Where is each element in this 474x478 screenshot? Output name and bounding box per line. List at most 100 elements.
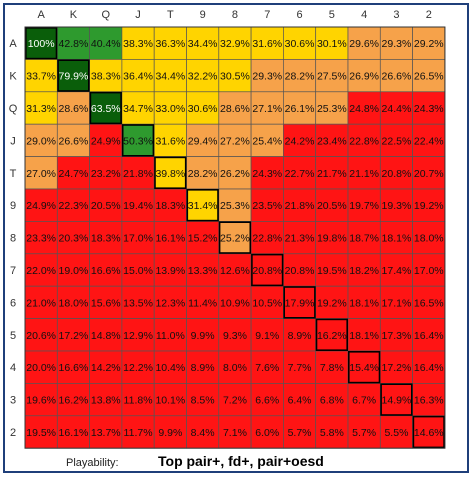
heatmap-cell — [347, 285, 381, 319]
cell-value: 12.2% — [123, 362, 153, 374]
pair-cell-border — [154, 156, 187, 189]
row-label-9: 9 — [10, 200, 16, 212]
heatmap-cell — [218, 188, 252, 222]
pair-cell-border — [57, 59, 90, 92]
row-label-5: 5 — [10, 330, 16, 342]
cell-value: 7.7% — [288, 362, 312, 374]
heatmap-cell — [412, 59, 446, 93]
cell-value: 25.4% — [252, 135, 282, 147]
heatmap-cell — [412, 188, 446, 222]
cell-value: 14.6% — [414, 427, 444, 439]
cell-value: 24.3% — [414, 103, 444, 115]
heatmap-cell — [121, 59, 155, 93]
heatmap-cell — [283, 91, 317, 125]
heatmap-cell — [412, 383, 446, 417]
heatmap-cell — [379, 188, 413, 222]
cell-value: 29.2% — [414, 38, 444, 50]
cell-value: 21.7% — [317, 168, 347, 180]
heatmap-cell — [121, 253, 155, 287]
heatmap-cell — [347, 253, 381, 287]
cell-value: 6.8% — [320, 395, 344, 407]
heatmap-cell — [379, 91, 413, 125]
cell-value: 23.5% — [252, 200, 282, 212]
heatmap-cell — [283, 26, 317, 60]
row-label-7: 7 — [10, 265, 16, 277]
cell-value: 23.3% — [26, 233, 56, 245]
cell-value: 30.6% — [285, 38, 315, 50]
heatmap-cell — [218, 383, 252, 417]
cell-value: 31.6% — [252, 38, 282, 50]
cell-value: 24.2% — [285, 135, 315, 147]
heatmap-cell — [218, 59, 252, 93]
heatmap-cell — [186, 383, 220, 417]
cell-value: 9.1% — [255, 330, 279, 342]
column-label-5: 5 — [329, 9, 335, 21]
column-label-2: 2 — [426, 9, 432, 21]
cell-value: 30.5% — [220, 71, 250, 83]
heatmap-cell — [24, 383, 58, 417]
heatmap-cell — [56, 91, 90, 125]
cell-value: 10.1% — [155, 395, 185, 407]
heatmap-cell — [24, 156, 58, 190]
heatmap-cell — [186, 318, 220, 352]
cell-value: 12.9% — [123, 330, 153, 342]
cell-value: 17.9% — [285, 297, 315, 309]
cell-value: 17.3% — [382, 330, 412, 342]
cell-value: 18.1% — [382, 233, 412, 245]
cell-value: 15.6% — [91, 297, 121, 309]
cell-value: 7.1% — [223, 427, 247, 439]
cell-value: 18.7% — [349, 233, 379, 245]
cell-value: 11.4% — [188, 297, 217, 309]
column-label-7: 7 — [264, 9, 270, 21]
pair-cell-border — [24, 26, 58, 60]
heatmap-cell — [283, 123, 317, 157]
pair-cell-border — [412, 415, 445, 449]
cell-value: 24.4% — [382, 103, 412, 115]
row-label-6: 6 — [10, 297, 16, 309]
cell-value: 20.3% — [59, 233, 89, 245]
heatmap-cell — [89, 188, 123, 222]
heatmap-cell — [412, 156, 446, 190]
row-label-T: T — [10, 168, 17, 180]
heatmap-cell — [315, 285, 349, 319]
column-label-Q: Q — [101, 9, 110, 21]
cell-value: 16.6% — [59, 362, 89, 374]
row-label-K: K — [9, 71, 17, 83]
cell-value: 22.4% — [414, 135, 444, 147]
row-label-Q: Q — [9, 103, 18, 115]
column-label-K: K — [70, 9, 78, 21]
cell-value: 14.2% — [91, 362, 121, 374]
heatmap-cell — [89, 253, 123, 287]
cell-value: 22.5% — [382, 135, 412, 147]
cell-value: 9.9% — [158, 427, 182, 439]
cell-value: 5.7% — [352, 427, 376, 439]
heatmap-cell — [56, 123, 90, 157]
cell-value: 21.3% — [285, 233, 315, 245]
pair-cell-border — [283, 286, 316, 319]
cell-value: 29.3% — [382, 38, 412, 50]
cell-value: 20.8% — [382, 168, 412, 180]
cell-value: 14.8% — [91, 330, 121, 342]
heatmap-cell — [315, 123, 349, 157]
cell-value: 19.5% — [26, 427, 56, 439]
heatmap-cell — [121, 188, 155, 222]
cell-value: 36.4% — [123, 71, 153, 83]
heatmap-cell — [283, 221, 317, 255]
heatmap-cell — [24, 350, 58, 384]
cell-value: 28.6% — [59, 103, 89, 115]
cell-value: 6.0% — [255, 427, 279, 439]
cell-value: 29.0% — [26, 135, 56, 147]
cell-value: 38.3% — [123, 38, 153, 50]
heatmap-cell — [89, 156, 123, 190]
cell-value: 20.6% — [26, 330, 56, 342]
cell-value: 7.8% — [320, 362, 344, 374]
cell-value: 18.2% — [349, 265, 379, 277]
cell-value: 25.3% — [220, 200, 250, 212]
heatmap-cell — [412, 285, 446, 319]
row-label-4: 4 — [10, 362, 16, 374]
heatmap-cell — [153, 221, 187, 255]
heatmap-cell — [315, 221, 349, 255]
cell-value: 28.2% — [285, 71, 315, 83]
cell-value: 28.6% — [220, 103, 250, 115]
cell-value: 22.7% — [285, 168, 315, 180]
